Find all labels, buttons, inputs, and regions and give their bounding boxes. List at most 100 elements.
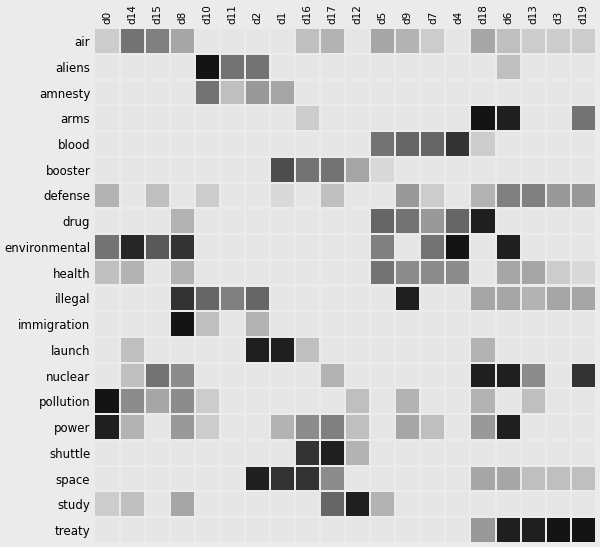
Bar bbox=[321, 55, 344, 79]
Bar bbox=[547, 29, 570, 53]
Bar bbox=[146, 81, 169, 104]
Bar bbox=[497, 261, 520, 284]
Bar bbox=[521, 210, 545, 233]
Bar bbox=[95, 210, 119, 233]
Bar bbox=[246, 441, 269, 464]
Bar bbox=[271, 29, 294, 53]
Bar bbox=[170, 184, 194, 207]
Bar bbox=[321, 132, 344, 156]
Bar bbox=[95, 518, 119, 542]
Bar bbox=[296, 338, 319, 362]
Bar bbox=[446, 312, 469, 336]
Bar bbox=[95, 55, 119, 79]
Bar bbox=[547, 210, 570, 233]
Bar bbox=[346, 467, 369, 490]
Bar bbox=[396, 441, 419, 464]
Bar bbox=[296, 107, 319, 130]
Bar bbox=[146, 261, 169, 284]
Bar bbox=[146, 184, 169, 207]
Bar bbox=[547, 158, 570, 182]
Bar bbox=[346, 415, 369, 439]
Bar bbox=[396, 132, 419, 156]
Bar bbox=[346, 364, 369, 387]
Bar bbox=[547, 132, 570, 156]
Bar bbox=[371, 81, 394, 104]
Bar bbox=[521, 492, 545, 516]
Bar bbox=[146, 132, 169, 156]
Bar bbox=[146, 55, 169, 79]
Bar bbox=[321, 29, 344, 53]
Bar bbox=[196, 235, 219, 259]
Bar bbox=[170, 210, 194, 233]
Bar bbox=[572, 287, 595, 310]
Bar bbox=[497, 415, 520, 439]
Bar bbox=[296, 235, 319, 259]
Bar bbox=[396, 518, 419, 542]
Bar bbox=[221, 312, 244, 336]
Bar bbox=[396, 235, 419, 259]
Bar bbox=[497, 55, 520, 79]
Bar bbox=[421, 312, 445, 336]
Bar bbox=[321, 81, 344, 104]
Bar bbox=[521, 389, 545, 413]
Bar bbox=[472, 441, 494, 464]
Bar bbox=[246, 132, 269, 156]
Bar bbox=[346, 29, 369, 53]
Bar bbox=[521, 364, 545, 387]
Bar bbox=[95, 492, 119, 516]
Bar bbox=[572, 492, 595, 516]
Bar bbox=[446, 210, 469, 233]
Bar bbox=[271, 287, 294, 310]
Bar bbox=[146, 312, 169, 336]
Bar bbox=[221, 81, 244, 104]
Bar bbox=[572, 235, 595, 259]
Bar bbox=[146, 158, 169, 182]
Bar bbox=[271, 467, 294, 490]
Bar bbox=[421, 338, 445, 362]
Bar bbox=[321, 364, 344, 387]
Bar bbox=[221, 132, 244, 156]
Bar bbox=[547, 415, 570, 439]
Bar bbox=[446, 415, 469, 439]
Bar bbox=[396, 158, 419, 182]
Bar bbox=[196, 107, 219, 130]
Bar bbox=[396, 29, 419, 53]
Bar bbox=[572, 415, 595, 439]
Bar bbox=[396, 415, 419, 439]
Bar bbox=[371, 518, 394, 542]
Bar bbox=[221, 492, 244, 516]
Bar bbox=[547, 261, 570, 284]
Bar bbox=[521, 81, 545, 104]
Bar bbox=[371, 107, 394, 130]
Bar bbox=[421, 492, 445, 516]
Bar bbox=[346, 235, 369, 259]
Bar bbox=[421, 364, 445, 387]
Bar bbox=[296, 29, 319, 53]
Bar bbox=[221, 184, 244, 207]
Bar bbox=[572, 158, 595, 182]
Bar bbox=[396, 261, 419, 284]
Bar bbox=[421, 210, 445, 233]
Bar bbox=[472, 492, 494, 516]
Bar bbox=[170, 492, 194, 516]
Bar bbox=[472, 467, 494, 490]
Bar bbox=[95, 107, 119, 130]
Bar bbox=[572, 364, 595, 387]
Bar bbox=[396, 81, 419, 104]
Bar bbox=[371, 261, 394, 284]
Bar bbox=[321, 184, 344, 207]
Bar bbox=[421, 158, 445, 182]
Bar bbox=[296, 467, 319, 490]
Bar bbox=[95, 184, 119, 207]
Bar bbox=[121, 210, 143, 233]
Bar bbox=[121, 389, 143, 413]
Bar bbox=[547, 441, 570, 464]
Bar bbox=[371, 467, 394, 490]
Bar bbox=[121, 184, 143, 207]
Bar bbox=[246, 184, 269, 207]
Bar bbox=[170, 29, 194, 53]
Bar bbox=[121, 415, 143, 439]
Bar bbox=[371, 312, 394, 336]
Bar bbox=[296, 184, 319, 207]
Bar bbox=[271, 518, 294, 542]
